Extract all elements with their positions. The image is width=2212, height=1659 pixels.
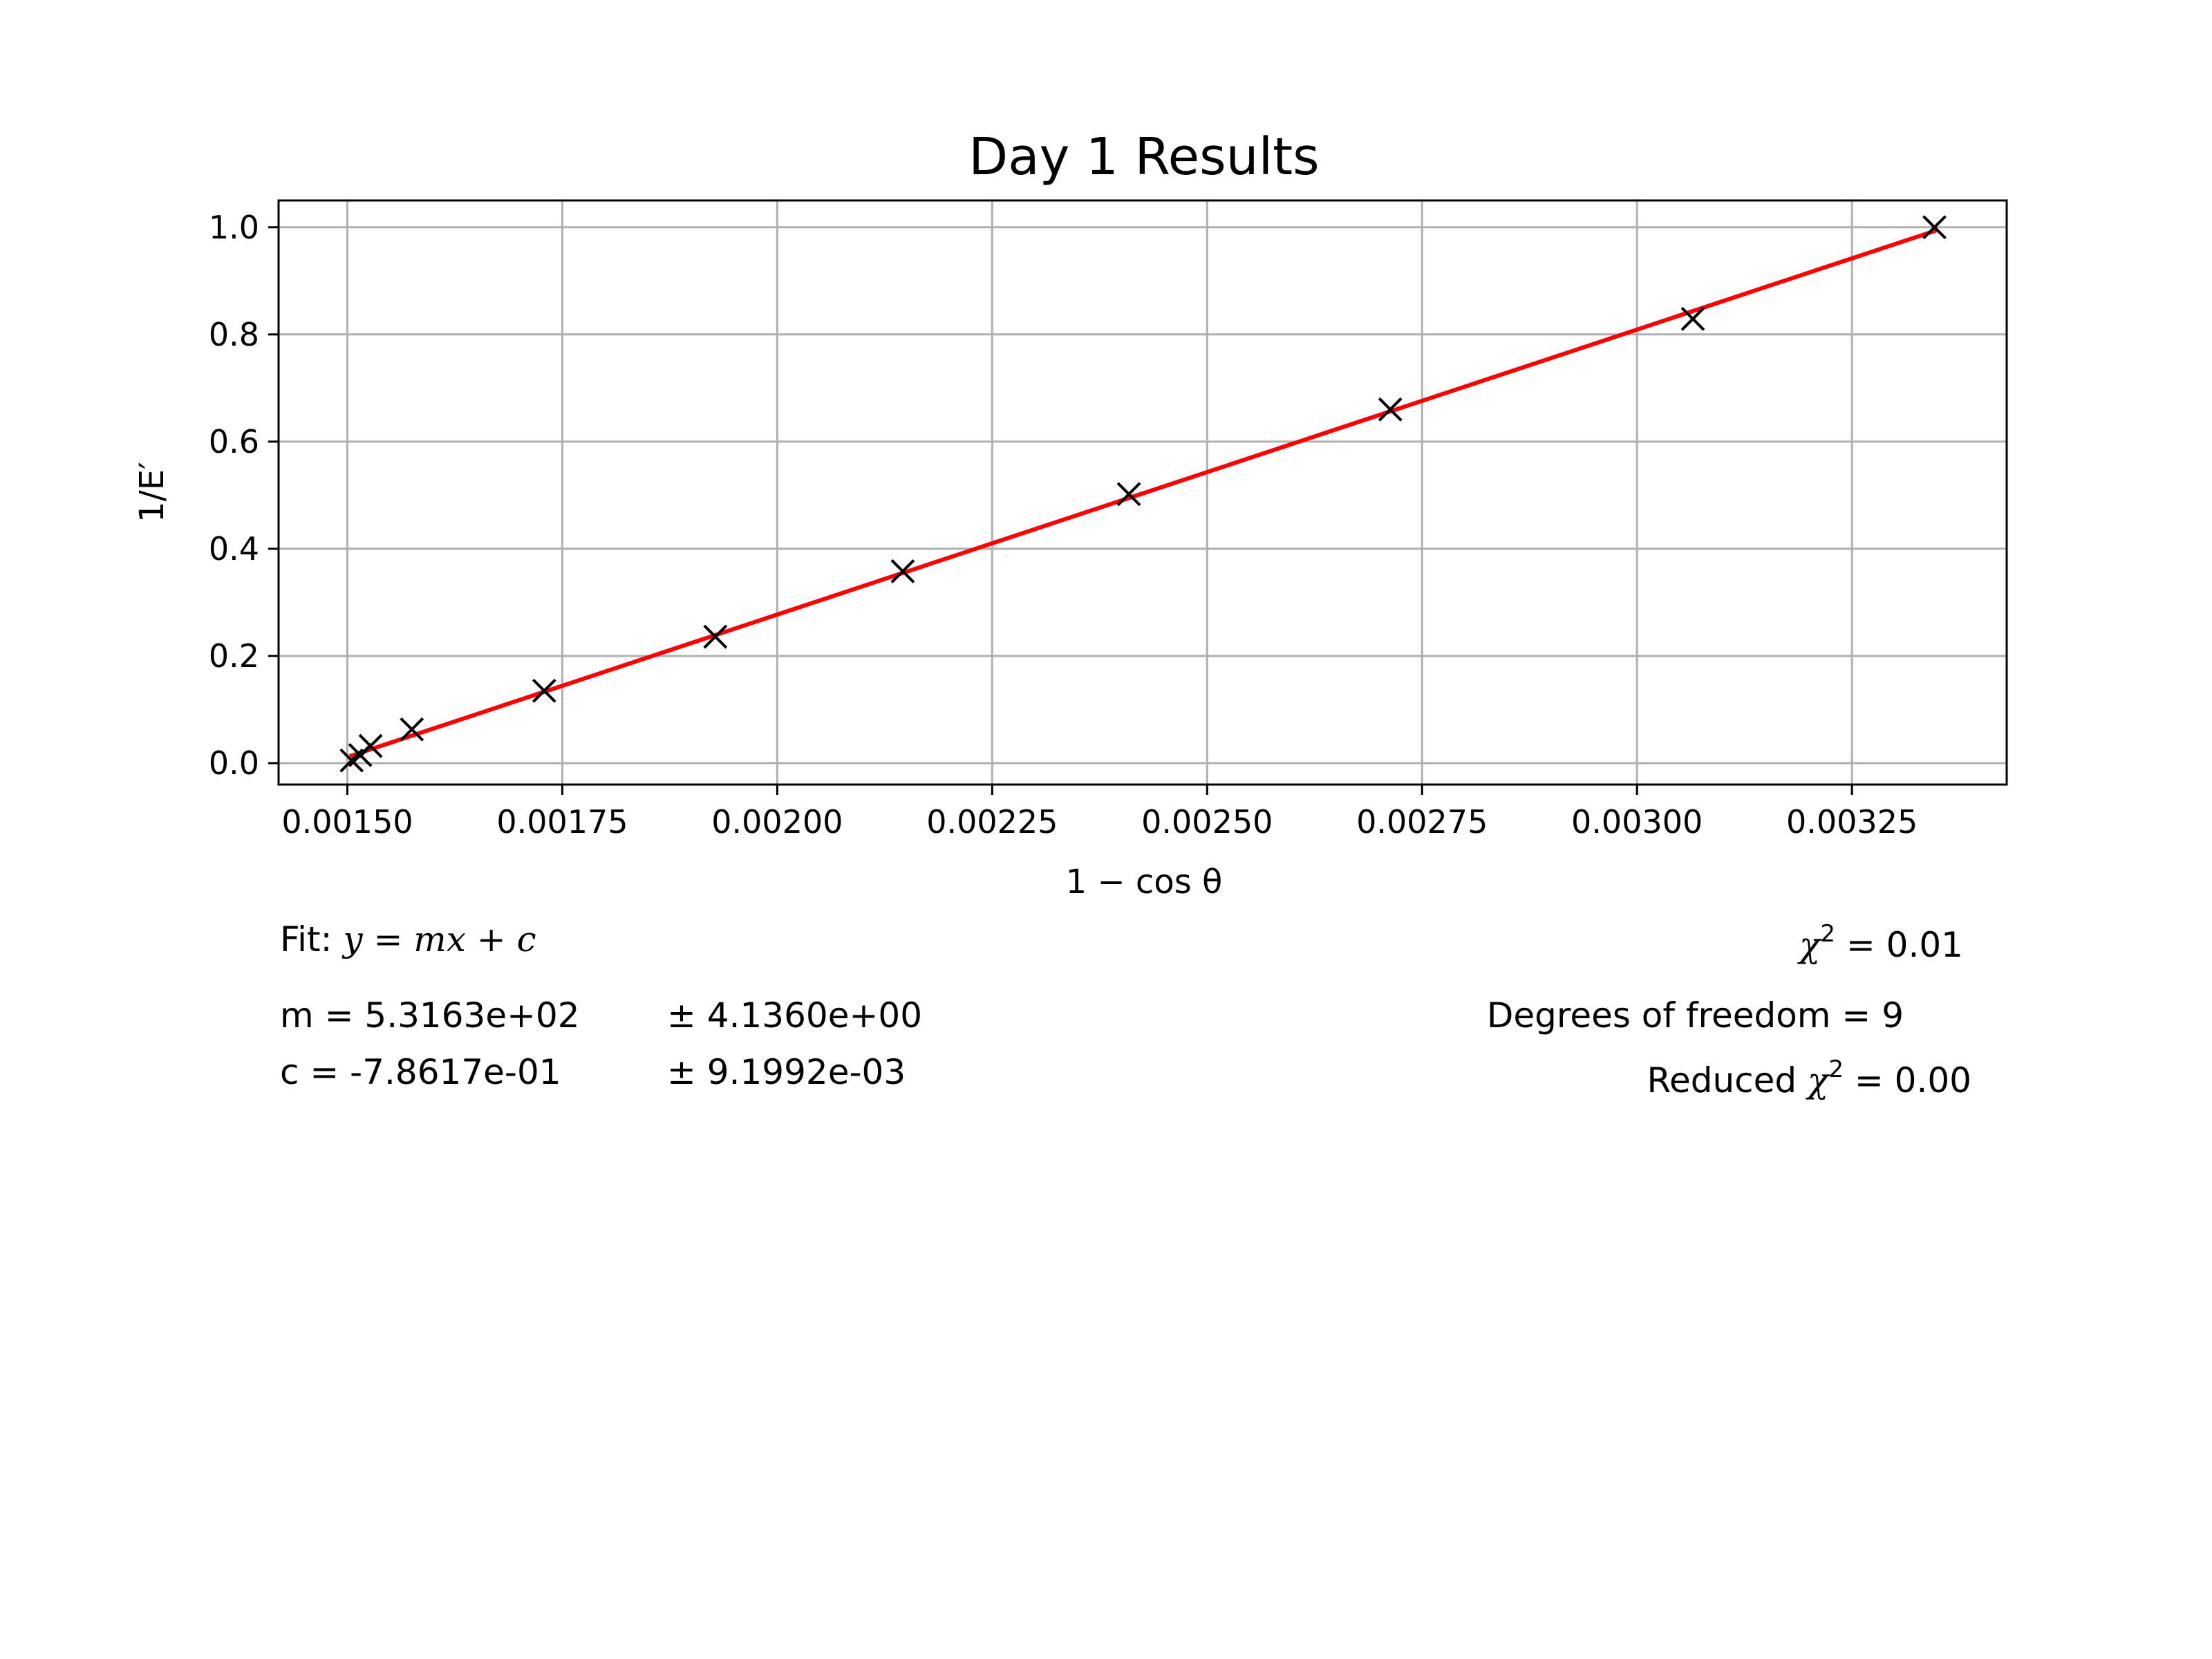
data-point [703, 624, 728, 649]
data-point [1116, 482, 1141, 507]
points-layer [339, 215, 1947, 773]
fit-formula: y = mx + c [341, 919, 536, 959]
chi2-value: = 0.01 [1835, 925, 1963, 965]
data-point [1378, 397, 1403, 422]
y-tick-label: 0.8 [209, 316, 259, 353]
reduced-chi-squared: Reduced χ2 = 0.00 [1647, 1056, 1971, 1100]
chi2-exponent: 2 [1820, 920, 1835, 948]
x-axis-label: 1 − cos θ [1066, 863, 1223, 901]
slope-uncertainty: ± 4.1360e+00 [667, 995, 922, 1035]
chart-title: Day 1 Results [968, 127, 1319, 187]
data-point-stroke [532, 678, 556, 703]
intercept-value: c = -7.8617e-01 [280, 1052, 561, 1092]
intercept-uncertainty: ± 9.1992e-03 [667, 1052, 906, 1092]
data-point [400, 717, 424, 742]
x-tick-label: 0.00175 [496, 803, 628, 841]
reduced-prefix: Reduced [1647, 1060, 1808, 1100]
slope-value: m = 5.3163e+02 [280, 995, 580, 1035]
data-point [890, 559, 915, 583]
y-tick-label: 0.2 [209, 637, 259, 675]
data-point-stroke [703, 624, 728, 649]
y-tick-label: 1.0 [209, 209, 259, 246]
x-tick-label: 0.00275 [1356, 803, 1488, 841]
reduced-chi2-value: = 0.00 [1844, 1060, 1971, 1100]
reduced-chi2-exponent: 2 [1828, 1056, 1844, 1083]
x-tick-label: 0.00250 [1141, 803, 1273, 841]
fit-info-panel: Fit: y = mx + c m = 5.3163e+02 ± 4.1360e… [280, 919, 1971, 1100]
y-axis-label: 1/E′ [133, 462, 171, 523]
grid [279, 200, 2007, 785]
data-point-stroke [1922, 215, 1947, 240]
data-point-stroke [358, 733, 383, 758]
fit-line [348, 228, 1938, 758]
x-tick-label: 0.00150 [281, 803, 413, 841]
data-point [532, 678, 556, 703]
x-tick-label: 0.00200 [711, 803, 843, 841]
data-point-stroke [1378, 397, 1403, 422]
data-point-stroke [1116, 482, 1141, 507]
chi2-symbol: χ [1797, 925, 1822, 965]
x-axis-ticks: 0.00150 0.00175 0.00200 0.00225 0.00250 0.002… [281, 785, 1918, 841]
x-tick-label: 0.00325 [1786, 803, 1918, 841]
x-tick-label: 0.00225 [926, 803, 1058, 841]
data-point [1922, 215, 1947, 240]
fit-prefix: Fit: [280, 919, 343, 959]
degrees-of-freedom: Degrees of freedom = 9 [1487, 995, 1904, 1035]
y-axis-ticks: 0.0 0.2 0.4 0.6 0.8 1.0 [209, 209, 279, 782]
data-point [1680, 306, 1705, 331]
data-point-stroke [1680, 306, 1705, 331]
x-tick-label: 0.00300 [1571, 803, 1703, 841]
fit-equation: Fit: y = mx + c [280, 919, 536, 959]
data-point-stroke [400, 717, 424, 742]
data-point-stroke [890, 559, 915, 583]
y-tick-label: 0.4 [209, 530, 259, 568]
chi-squared: χ2 = 0.01 [1797, 920, 1963, 965]
y-tick-label: 0.6 [209, 423, 259, 460]
y-tick-label: 0.0 [209, 744, 259, 782]
data-point [358, 733, 383, 758]
fit-line-layer [348, 228, 1938, 758]
plot-frame [277, 199, 2008, 786]
reduced-chi2-symbol: χ [1806, 1060, 1830, 1100]
